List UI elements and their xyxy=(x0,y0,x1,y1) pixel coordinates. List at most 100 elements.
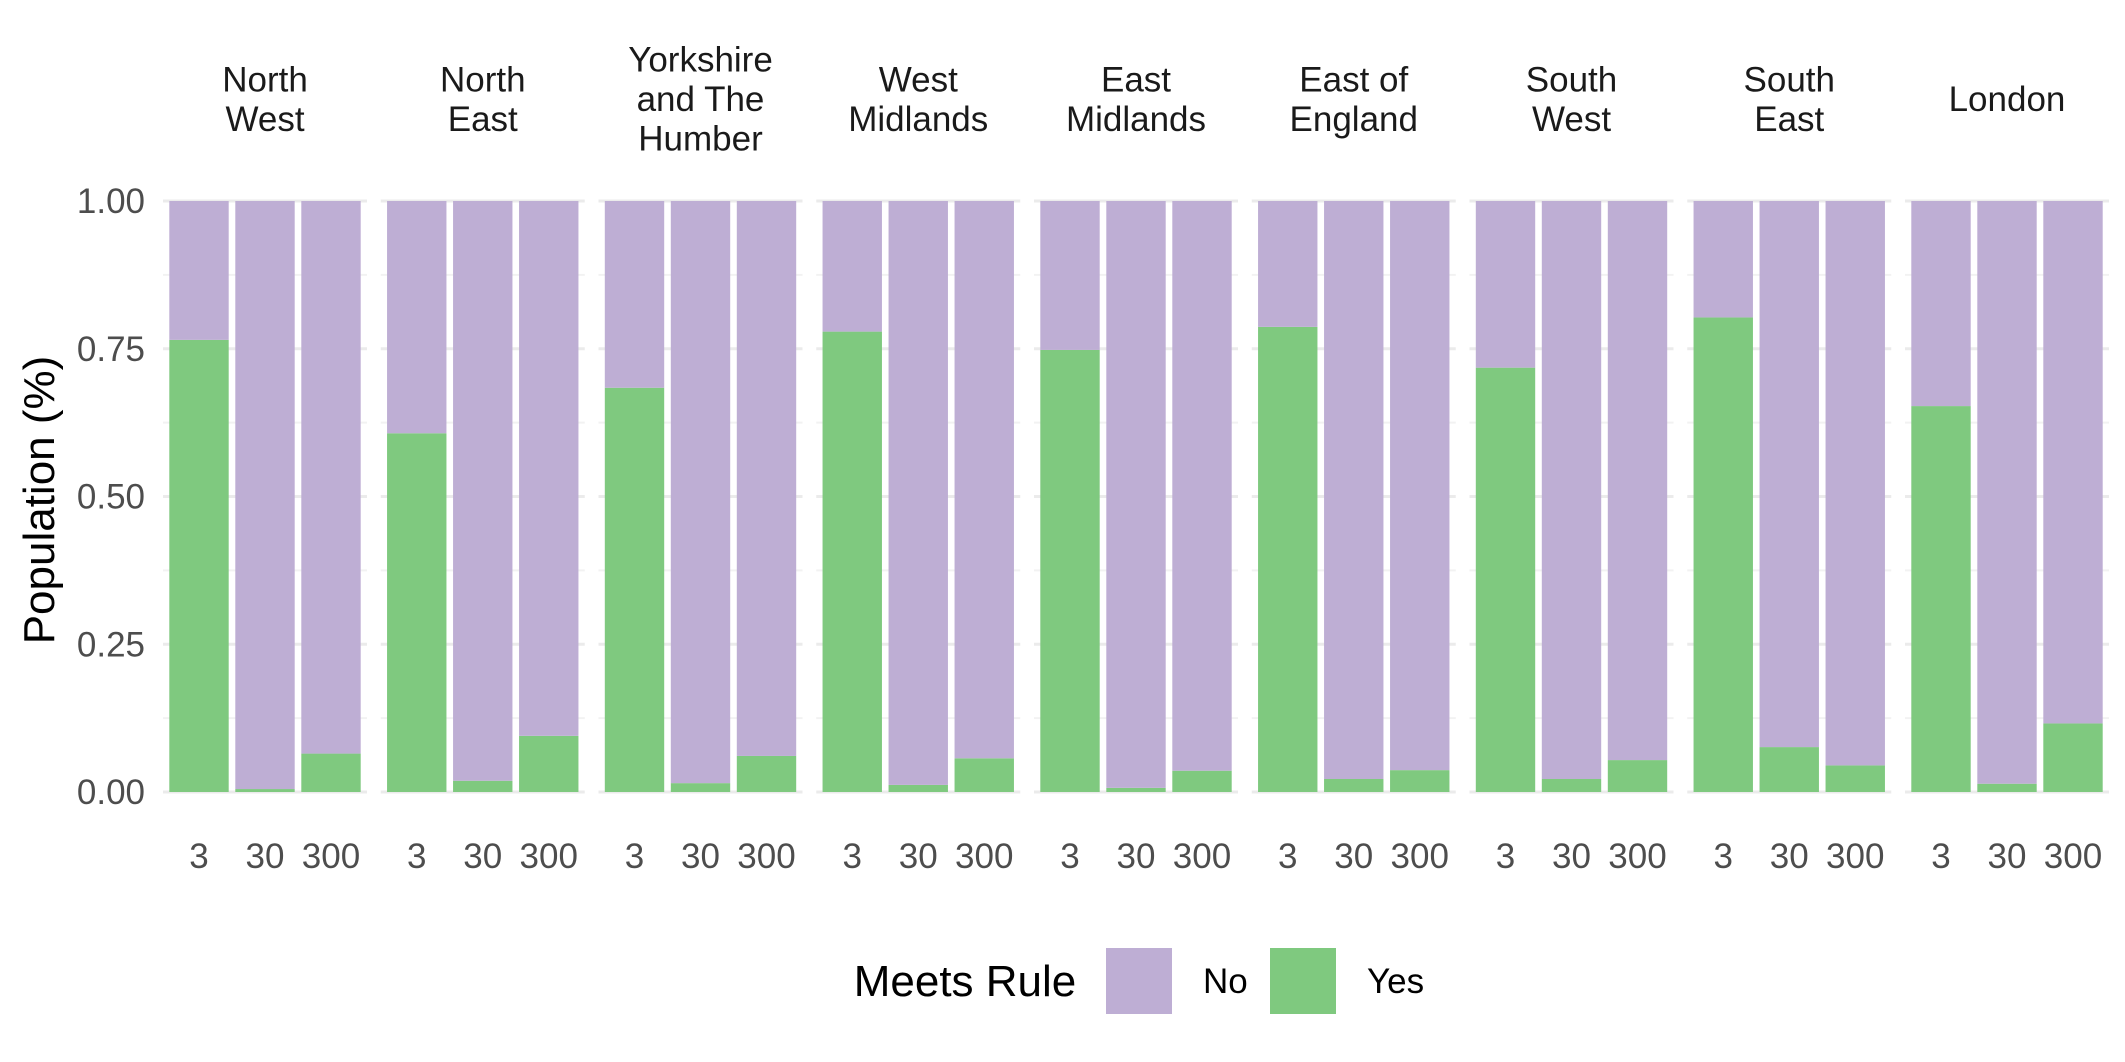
legend-item-no: No xyxy=(1106,948,1248,1014)
legend-key-swatch xyxy=(1270,948,1336,1014)
bar-yes-south-west-3 xyxy=(1475,367,1536,792)
bar-no-north-east-3 xyxy=(387,201,447,434)
bar-yes-east-midlands-3 xyxy=(1040,349,1100,792)
y-tick-label: 1.00 xyxy=(77,182,145,221)
x-tick-label: 3 xyxy=(189,837,208,876)
bar-yes-east-midlands-30 xyxy=(1106,787,1166,792)
x-tick-label: 300 xyxy=(1391,837,1449,876)
bar-yes-yorkshire-and-the-humber-30 xyxy=(670,783,731,792)
x-tick-label: 3 xyxy=(1496,837,1515,876)
x-tick-label: 30 xyxy=(463,837,502,876)
legend-item-yes: Yes xyxy=(1270,948,1424,1014)
facet-panel-east-of-england: 3 30 300 East of England xyxy=(1251,60,1456,876)
bar-yes-east-midlands-300 xyxy=(1172,770,1232,792)
bar-yes-south-west-30 xyxy=(1541,778,1602,792)
facet-strip-label: East of England xyxy=(1290,60,1418,139)
x-tick-label: 3 xyxy=(1714,837,1733,876)
facet-panel-north-west: 3 30 300 North West xyxy=(163,60,367,876)
bar-no-south-east-300 xyxy=(1825,201,1885,766)
bar-no-west-midlands-3 xyxy=(822,201,882,332)
bar-yes-east-of-england-300 xyxy=(1390,770,1450,792)
bar-yes-north-east-3 xyxy=(387,433,447,792)
bar-yes-london-3 xyxy=(1911,406,1971,792)
x-tick-label: 30 xyxy=(899,837,938,876)
x-tick-label: 30 xyxy=(1117,837,1156,876)
bar-yes-south-east-3 xyxy=(1693,317,1753,792)
bar-no-south-west-30 xyxy=(1541,201,1602,779)
bar-no-south-west-300 xyxy=(1607,201,1668,761)
bar-no-north-west-300 xyxy=(301,201,361,754)
facet-strip-label: Yorkshire and The Humber xyxy=(628,41,773,159)
bar-no-london-300 xyxy=(2043,201,2103,724)
x-tick-label: 3 xyxy=(843,837,862,876)
facet-strip-label: North East xyxy=(440,60,526,139)
facet-strip-label: South East xyxy=(1744,60,1835,139)
bar-yes-london-300 xyxy=(2043,723,2103,792)
x-tick-label: 300 xyxy=(1608,837,1666,876)
legend: Meets Rule No Yes xyxy=(854,948,1424,1014)
bar-yes-north-west-300 xyxy=(301,753,361,792)
facet-strip-label: South West xyxy=(1526,60,1617,139)
y-tick-label: 0.00 xyxy=(77,773,145,812)
bar-yes-north-east-30 xyxy=(453,780,513,792)
bar-no-yorkshire-and-the-humber-3 xyxy=(604,201,665,388)
x-tick-label: 3 xyxy=(625,837,644,876)
legend-label: Yes xyxy=(1367,962,1424,1001)
bar-no-south-east-3 xyxy=(1693,201,1753,318)
x-tick-label: 300 xyxy=(302,837,360,876)
x-tick-label: 3 xyxy=(1060,837,1079,876)
facet-panel-west-midlands: 3 30 300 West Midlands xyxy=(816,60,1021,876)
bar-no-london-3 xyxy=(1911,201,1971,407)
bar-no-east-midlands-3 xyxy=(1040,201,1100,350)
facet-panels: 3 30 300 North West 3 30 300 North East 3 30 300 York… xyxy=(163,41,2109,876)
facet-strip-label: London xyxy=(1949,80,2066,119)
bar-no-east-midlands-300 xyxy=(1172,201,1232,771)
facet-panel-yorkshire-and-the-humber: 3 30 300 Yorkshire and The Humber xyxy=(598,41,803,876)
bar-yes-west-midlands-300 xyxy=(954,758,1014,792)
facet-panel-north-east: 3 30 300 North East xyxy=(380,60,585,876)
bar-yes-yorkshire-and-the-humber-300 xyxy=(736,755,797,792)
bar-no-south-east-30 xyxy=(1759,201,1819,748)
bar-no-north-east-30 xyxy=(453,201,513,781)
facet-panel-south-east: 3 30 300 South East xyxy=(1687,60,1892,876)
y-tick-label: 0.25 xyxy=(77,625,145,664)
bar-no-west-midlands-30 xyxy=(888,201,948,785)
bar-no-yorkshire-and-the-humber-300 xyxy=(736,201,797,756)
bar-no-east-midlands-30 xyxy=(1106,201,1166,788)
facet-panel-south-west: 3 30 300 South West xyxy=(1469,60,1674,876)
bar-no-yorkshire-and-the-humber-30 xyxy=(670,201,731,784)
x-tick-label: 30 xyxy=(1770,837,1809,876)
bar-yes-south-east-300 xyxy=(1825,765,1885,792)
x-tick-label: 30 xyxy=(681,837,720,876)
x-tick-label: 300 xyxy=(1826,837,1884,876)
bar-yes-south-east-30 xyxy=(1759,747,1819,792)
facet-panel-london: 3 30 300 London xyxy=(1905,80,2109,876)
bar-yes-north-west-30 xyxy=(235,789,295,792)
bar-no-north-west-30 xyxy=(235,201,295,790)
bar-yes-west-midlands-3 xyxy=(822,331,882,792)
bar-yes-west-midlands-30 xyxy=(888,784,948,792)
y-axis: 0.00 0.25 0.50 0.75 1.00 xyxy=(77,182,145,812)
facet-strip-label: West Midlands xyxy=(848,60,988,139)
y-tick-label: 0.75 xyxy=(77,330,145,369)
bar-yes-london-30 xyxy=(1977,783,2037,792)
y-axis-title: Population (%) xyxy=(15,356,64,645)
y-tick-label: 0.50 xyxy=(77,478,145,517)
x-tick-label: 300 xyxy=(737,837,795,876)
legend-label: No xyxy=(1203,962,1248,1001)
bar-yes-east-of-england-3 xyxy=(1258,326,1318,792)
bar-yes-south-west-300 xyxy=(1607,760,1668,792)
bar-no-london-30 xyxy=(1977,201,2037,784)
bar-no-north-east-300 xyxy=(519,201,579,736)
x-tick-label: 30 xyxy=(246,837,285,876)
x-tick-label: 3 xyxy=(407,837,426,876)
bar-no-south-west-3 xyxy=(1475,201,1536,368)
legend-key-swatch xyxy=(1106,948,1172,1014)
bar-yes-north-east-300 xyxy=(519,735,579,792)
x-tick-label: 3 xyxy=(1931,837,1950,876)
bar-no-east-of-england-300 xyxy=(1390,201,1450,771)
x-tick-label: 30 xyxy=(1334,837,1373,876)
x-tick-label: 30 xyxy=(1988,837,2027,876)
